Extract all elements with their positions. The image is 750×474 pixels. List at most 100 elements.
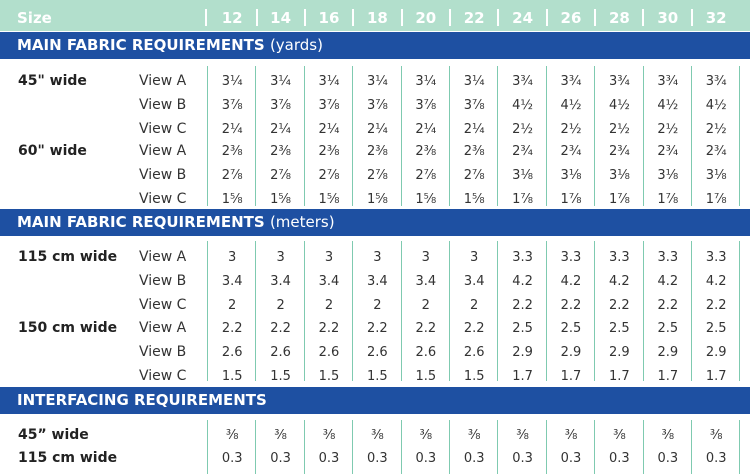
- table-cell: 4.2: [705, 274, 727, 289]
- table-cell: 3¾: [560, 74, 582, 89]
- table-cell: 1.5: [270, 369, 291, 384]
- table-cell: 2¼: [318, 122, 340, 137]
- table-cell: 3¼: [221, 74, 243, 89]
- table-row: View C 2¼ 2¼ 2¼ 2¼ 2¼ 2¼ 2½ 2½ 2½ 2½ 2½: [0, 121, 750, 144]
- view-label: View C: [139, 121, 187, 137]
- table-cell: ⅜: [371, 428, 384, 443]
- size-12: 12: [221, 9, 243, 27]
- group-label: 45" wide: [18, 73, 87, 89]
- column-divider: [643, 66, 644, 206]
- view-label: View B: [139, 97, 187, 113]
- section-header-interfacing: INTERFACING REQUIREMENTS: [0, 387, 750, 414]
- table-cell: 3⅞: [463, 98, 485, 113]
- size-separator: [304, 9, 306, 26]
- table-cell: 2⅞: [366, 168, 388, 183]
- size-26: 26: [560, 9, 582, 27]
- table-cell: 2.9: [705, 345, 727, 360]
- table-cell: 2½: [560, 122, 582, 137]
- column-divider: [207, 420, 208, 474]
- table-cell: 3⅛: [560, 168, 582, 183]
- table-cell: 0.3: [705, 451, 727, 466]
- table-cell: ⅜: [564, 428, 578, 443]
- table-cell: 2: [276, 298, 285, 313]
- table-cell: 2: [373, 298, 382, 313]
- column-divider: [497, 420, 498, 474]
- column-divider: [691, 241, 692, 381]
- table-cell: 3¼: [366, 74, 388, 89]
- table-cell: 3¼: [415, 74, 437, 89]
- table-cell: ⅜: [613, 428, 626, 443]
- table-cell: 3: [421, 250, 430, 265]
- table-cell: 2½: [657, 122, 679, 137]
- table-cell: 0.3: [221, 451, 243, 466]
- table-cell: 2⅜: [366, 144, 388, 159]
- table-cell: 0.3: [560, 451, 582, 466]
- column-divider: [546, 241, 547, 381]
- section-unit: (yards): [269, 36, 323, 54]
- section-header-yards: MAIN FABRIC REQUIREMENTS (yards): [0, 32, 750, 59]
- table-cell: 0.3: [463, 451, 485, 466]
- table-cell: 3.3: [560, 250, 582, 265]
- group-label: 150 cm wide: [18, 320, 118, 336]
- table-cell: 1.5: [367, 369, 388, 384]
- size-32: 32: [705, 9, 727, 27]
- table-cell: 2⅞: [318, 168, 340, 183]
- table-cell: 4½: [705, 98, 727, 113]
- size-separator: [642, 9, 644, 26]
- table-cell: 2¼: [221, 122, 243, 137]
- table-cell: 1⅝: [318, 192, 340, 207]
- size-separator: [449, 9, 451, 26]
- size-28: 28: [608, 9, 630, 27]
- column-divider: [739, 241, 740, 381]
- table-cell: 2⅞: [270, 168, 292, 183]
- table-cell: 1⅝: [463, 192, 485, 207]
- table-cell: 2.5: [609, 321, 630, 336]
- table-cell: 1⅞: [560, 192, 582, 207]
- section-title: INTERFACING REQUIREMENTS: [17, 391, 267, 409]
- column-divider: [255, 420, 256, 474]
- column-divider: [546, 420, 547, 474]
- size-header: Size 12 14 16 18 20 22 24 26 28 30 32: [0, 0, 750, 31]
- table-cell: ⅜: [419, 428, 433, 443]
- table-cell: 0.3: [318, 451, 340, 466]
- table-row: View A 2.2 2.2 2.2 2.2 2.2 2.2 2.5 2.5 2.5 2.5 2.5: [0, 320, 750, 343]
- table-cell: 0.3: [367, 451, 388, 466]
- table-cell: 3⅞: [221, 98, 243, 113]
- table-row: View A 2⅜ 2⅜ 2⅜ 2⅜ 2⅜ 2⅜ 2¾ 2¾ 2¾ 2¾ 2¾: [0, 143, 750, 166]
- table-cell: 2.9: [657, 345, 679, 360]
- table-cell: 1.7: [560, 369, 582, 384]
- table-row: 0.3 0.3 0.3 0.3 0.3 0.3 0.3 0.3 0.3 0.3 0.3: [0, 450, 750, 473]
- table-cell: 3.4: [318, 274, 340, 289]
- column-divider: [255, 66, 256, 206]
- table-cell: 2¾: [512, 144, 534, 159]
- table-cell: 2.6: [415, 345, 437, 360]
- section-title: MAIN FABRIC REQUIREMENTS (meters): [17, 213, 335, 231]
- table-cell: 2⅞: [463, 168, 485, 183]
- view-label: View A: [139, 320, 187, 336]
- column-divider: [691, 420, 692, 474]
- table-cell: 2.2: [463, 321, 485, 336]
- view-label: View C: [139, 191, 187, 207]
- table-cell: 4.2: [512, 274, 533, 289]
- size-separator: [352, 9, 354, 26]
- table-cell: 2.9: [512, 345, 533, 360]
- table-cell: 3¼: [463, 74, 485, 89]
- table-cell: 2¼: [366, 122, 388, 137]
- table-cell: 2.2: [367, 321, 388, 336]
- column-divider: [691, 66, 692, 206]
- table-cell: 3¾: [608, 74, 630, 89]
- size-18: 18: [366, 9, 388, 27]
- table-cell: 3.4: [221, 274, 243, 289]
- column-divider: [497, 66, 498, 206]
- table-cell: ⅜: [661, 428, 675, 443]
- size-16: 16: [318, 9, 340, 27]
- table-cell: 3⅛: [705, 168, 727, 183]
- table-cell: 3⅛: [657, 168, 679, 183]
- size-14: 14: [270, 9, 292, 27]
- table-cell: 2¾: [608, 144, 630, 159]
- table-row: View B 3⅞ 3⅞ 3⅞ 3⅞ 3⅞ 3⅞ 4½ 4½ 4½ 4½ 4½: [0, 97, 750, 120]
- table-row: View A 3 3 3 3 3 3 3.3 3.3 3.3 3.3 3.3: [0, 249, 750, 272]
- size-24: 24: [512, 9, 534, 27]
- table-cell: 2.5: [512, 321, 533, 336]
